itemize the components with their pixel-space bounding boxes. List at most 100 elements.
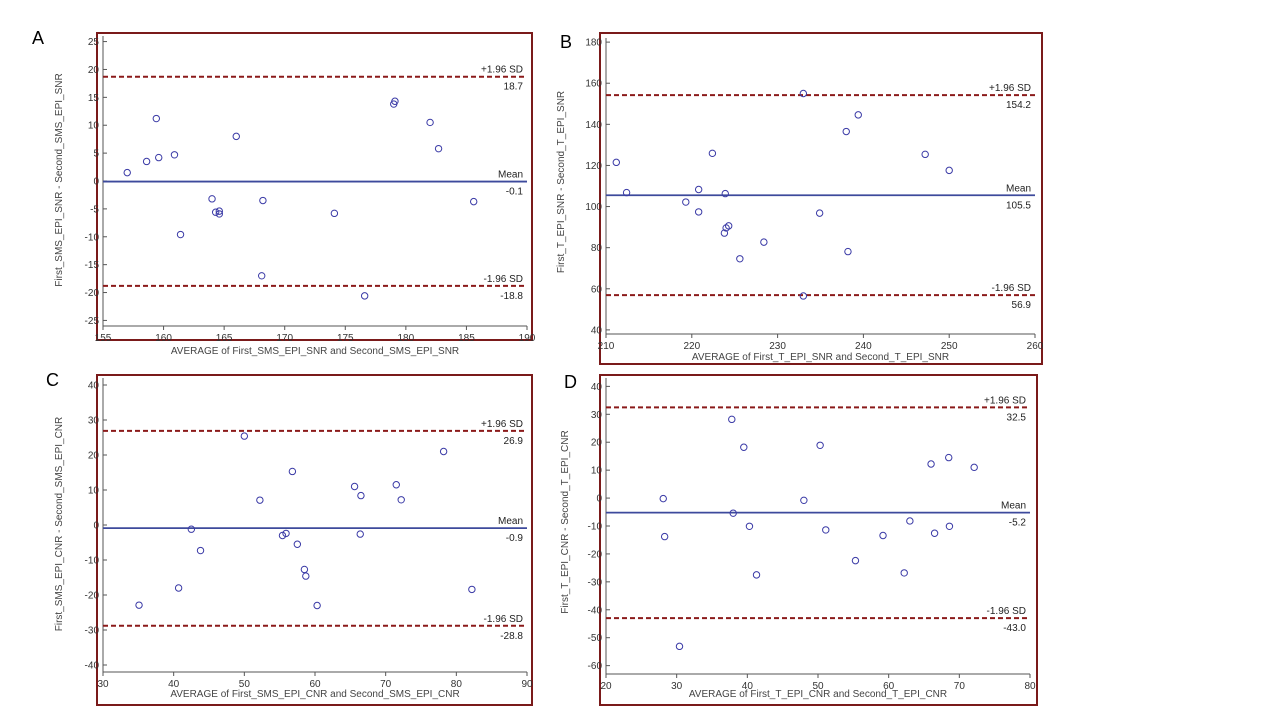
x-tick-label: 30 xyxy=(671,681,683,692)
mean-value: -5.2 xyxy=(1009,518,1027,529)
upper-limit-label: +1.96 SD xyxy=(984,395,1026,406)
y-tick-label: -30 xyxy=(588,577,603,588)
data-point xyxy=(729,509,737,517)
data-point xyxy=(694,208,703,216)
data-point xyxy=(708,149,717,158)
x-tick-label: 220 xyxy=(683,341,700,352)
data-point xyxy=(682,198,690,206)
mean-label: Mean xyxy=(1001,501,1026,512)
data-point xyxy=(799,292,808,300)
data-point xyxy=(142,157,151,166)
data-point xyxy=(728,415,736,424)
data-point xyxy=(760,238,768,246)
lower-limit-label: -1.96 SD xyxy=(992,283,1031,294)
plot-frame xyxy=(599,374,1038,706)
x-tick-label: 70 xyxy=(380,679,392,690)
y-tick-label: 25 xyxy=(88,37,100,48)
x-tick-label: 250 xyxy=(941,341,958,352)
data-point xyxy=(900,569,908,577)
y-tick-label: -40 xyxy=(85,661,100,672)
lower-limit-label: -1.96 SD xyxy=(484,274,523,285)
data-point xyxy=(434,144,443,153)
y-axis-label: First_SMS_EPI_CNR - Second_SMS_EPI_CNR xyxy=(54,417,65,632)
y-axis-label: First_SMS_EPI_SNR - Second_SMS_EPI_SNR xyxy=(54,73,65,286)
y-tick-label: 160 xyxy=(585,79,602,90)
data-point xyxy=(921,150,929,159)
data-point xyxy=(945,522,954,530)
data-point xyxy=(282,529,290,538)
y-tick-label: 30 xyxy=(88,416,100,427)
x-axis-label: AVERAGE of First_T_EPI_CNR and Second_T_… xyxy=(689,689,947,700)
panel-d: D -60 -50 -40 -30 -20 -10 0 10 20 30 40 20 30 40 50 60 70… xyxy=(560,372,1038,706)
data-point xyxy=(930,529,939,537)
upper-limit-value: 26.9 xyxy=(504,436,524,447)
mean-label: Mean xyxy=(498,170,523,181)
x-tick-label: 80 xyxy=(451,679,463,690)
data-point xyxy=(208,195,216,203)
data-point xyxy=(152,114,161,123)
data-point xyxy=(360,292,369,300)
lower-limit-value: 56.9 xyxy=(1012,300,1032,311)
data-point xyxy=(694,185,703,194)
y-tick-label: -20 xyxy=(588,549,603,560)
data-point xyxy=(176,230,185,239)
data-point xyxy=(155,153,163,162)
data-point xyxy=(468,585,476,594)
data-point xyxy=(196,546,205,555)
data-point xyxy=(356,530,364,538)
lower-limit-label: -1.96 SD xyxy=(987,606,1026,617)
data-point xyxy=(123,168,131,177)
x-axis-label: AVERAGE of First_SMS_EPI_SNR and Second_… xyxy=(171,346,459,357)
data-point xyxy=(752,571,761,579)
y-tick-label: 120 xyxy=(585,161,602,172)
upper-limit-value: 154.2 xyxy=(1006,100,1031,111)
data-point xyxy=(799,89,808,98)
data-point xyxy=(724,222,733,230)
data-point xyxy=(135,601,143,609)
x-tick-label: 50 xyxy=(239,679,251,690)
data-point xyxy=(439,447,448,456)
x-tick-label: 170 xyxy=(276,333,293,344)
data-point xyxy=(174,584,183,592)
data-point xyxy=(659,494,667,503)
y-tick-label: 140 xyxy=(585,120,602,131)
y-tick-label: 20 xyxy=(88,65,100,76)
data-point xyxy=(278,531,287,540)
x-tick-label: 210 xyxy=(598,341,615,352)
data-point xyxy=(720,229,729,237)
y-axis-label: First_T_EPI_CNR - Second_T_EPI_CNR xyxy=(560,430,571,613)
data-point xyxy=(187,525,196,533)
x-tick-label: 80 xyxy=(1024,681,1036,692)
data-point xyxy=(259,196,267,205)
data-point xyxy=(392,481,400,489)
data-point xyxy=(232,132,240,141)
data-point xyxy=(302,572,310,580)
data-point xyxy=(736,255,744,263)
data-point xyxy=(469,197,478,206)
y-tick-label: -15 xyxy=(85,260,100,271)
x-tick-label: 230 xyxy=(769,341,786,352)
y-tick-label: 10 xyxy=(591,466,603,477)
upper-limit-label: +1.96 SD xyxy=(481,419,523,430)
y-tick-label: -5 xyxy=(90,204,99,215)
y-tick-label: 5 xyxy=(93,149,99,160)
y-tick-label: 40 xyxy=(591,382,603,393)
y-tick-label: 10 xyxy=(88,486,100,497)
x-tick-label: 175 xyxy=(337,333,354,344)
y-tick-label: 15 xyxy=(88,93,100,104)
y-tick-label: 0 xyxy=(596,494,602,505)
data-point xyxy=(288,467,297,476)
data-point xyxy=(170,151,179,159)
data-point xyxy=(800,496,808,505)
mean-label: Mean xyxy=(498,516,523,527)
y-tick-label: -40 xyxy=(588,605,603,616)
x-axis-label: AVERAGE of First_T_EPI_SNR and Second_T_… xyxy=(692,352,949,363)
data-point xyxy=(675,642,684,651)
data-point xyxy=(945,453,953,462)
data-point xyxy=(844,247,852,256)
mean-value: 105.5 xyxy=(1006,200,1031,211)
data-point xyxy=(622,188,631,197)
y-tick-label: -10 xyxy=(85,232,100,243)
y-tick-label: -25 xyxy=(85,316,100,327)
data-point xyxy=(721,189,729,198)
